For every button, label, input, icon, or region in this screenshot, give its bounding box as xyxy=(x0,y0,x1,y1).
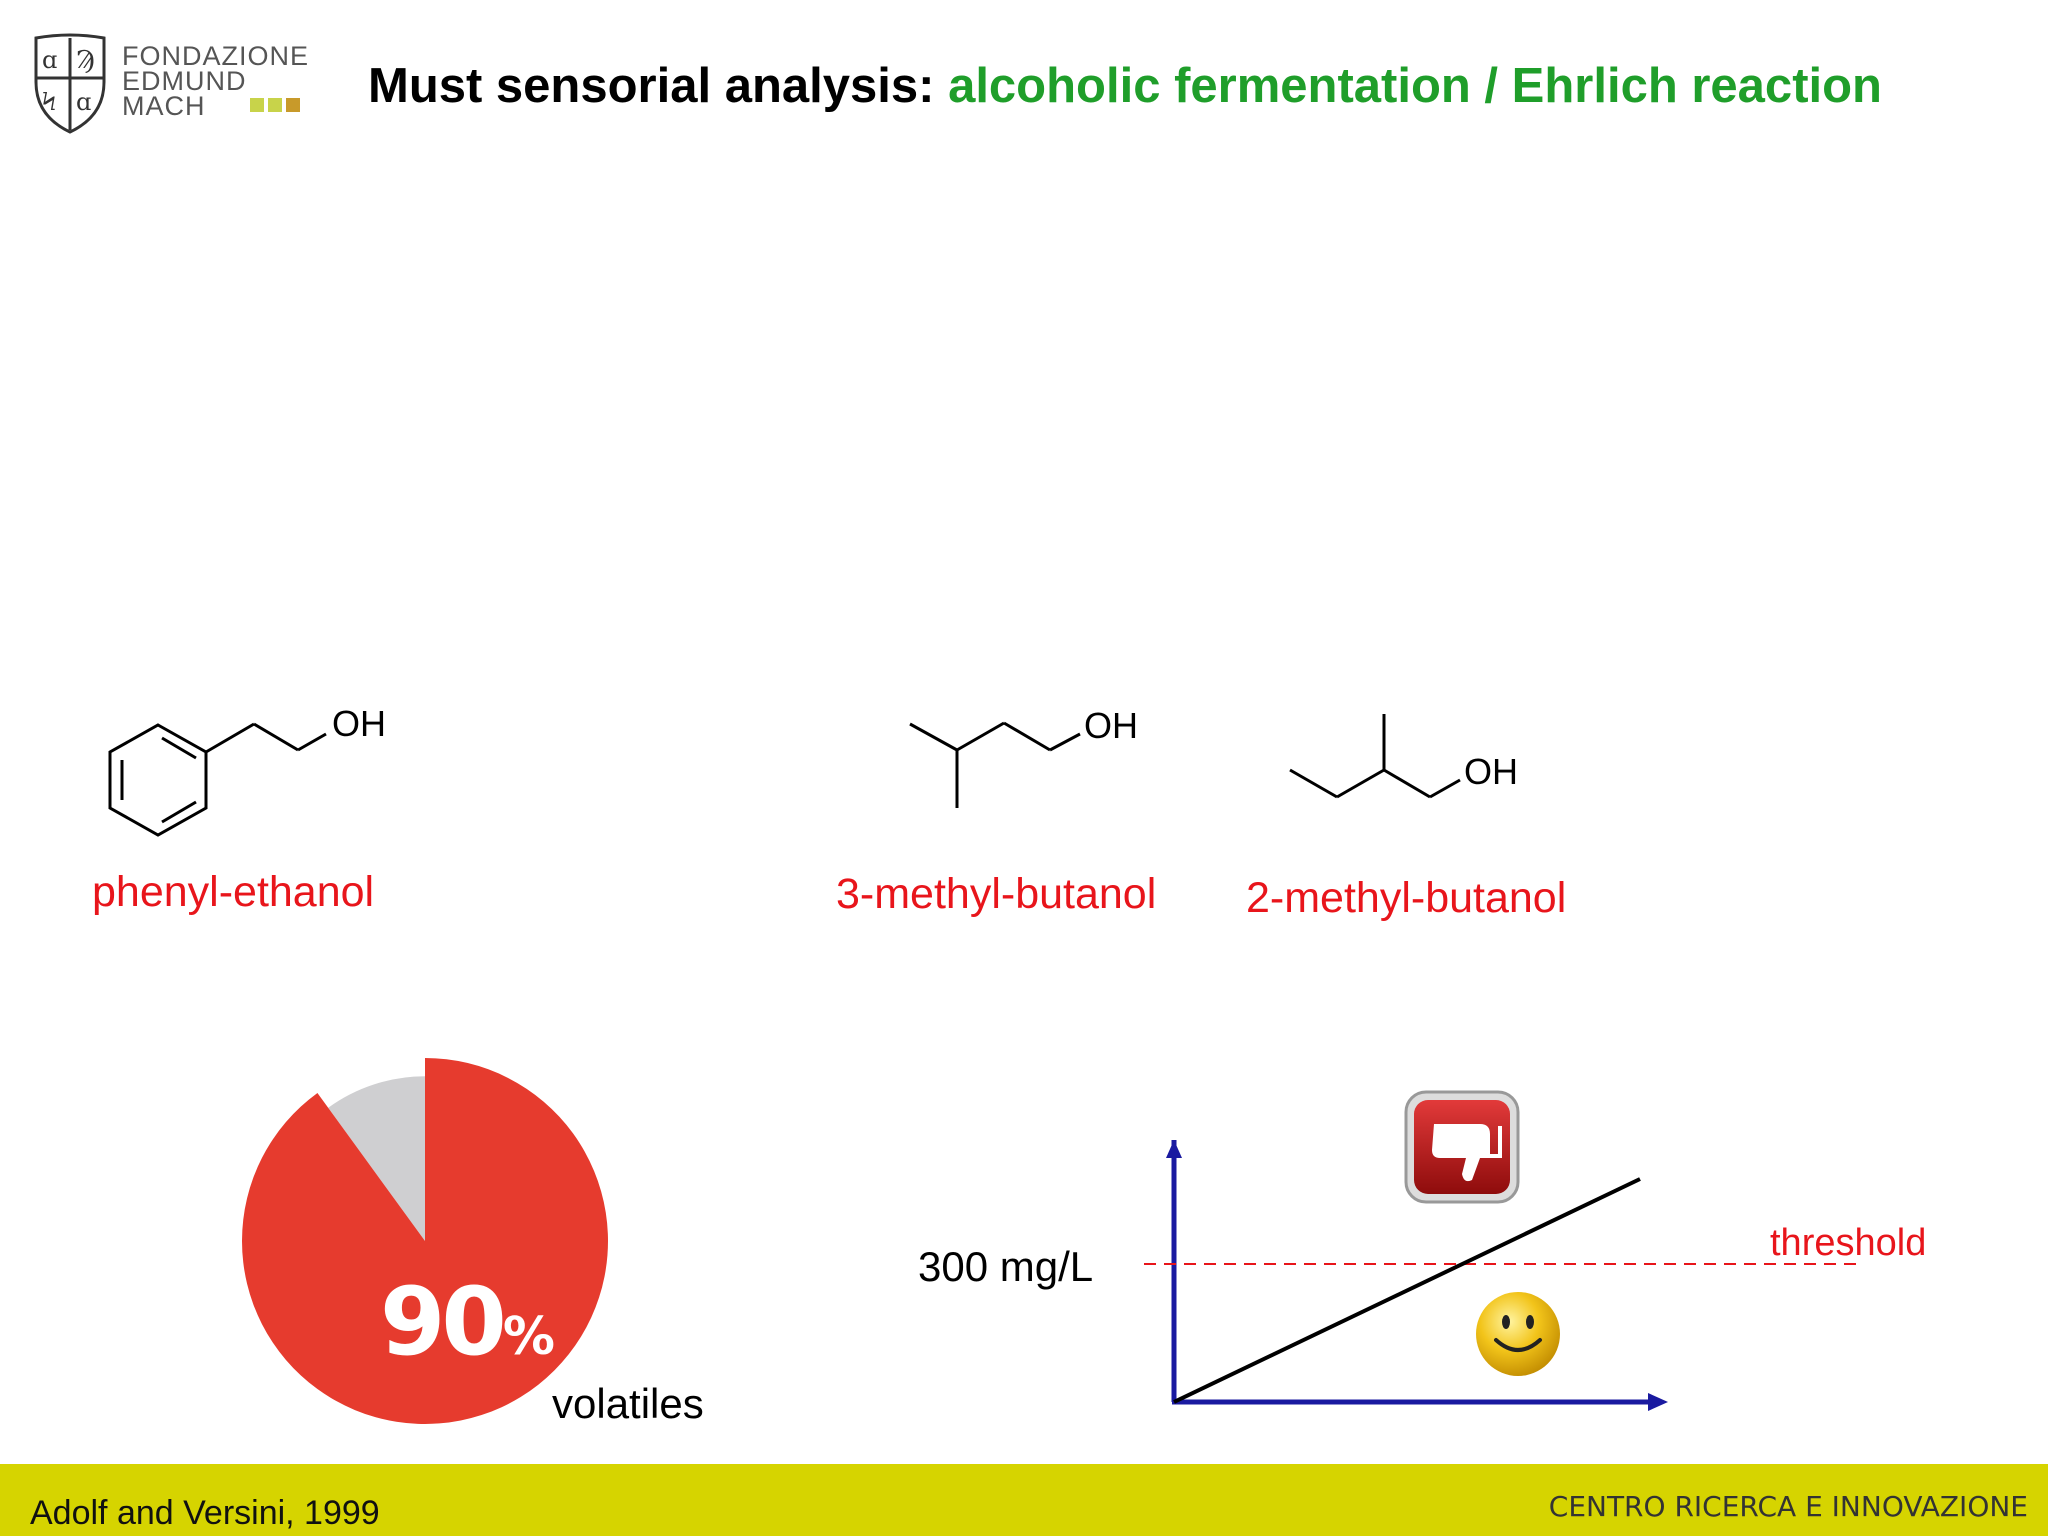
pie-value-number: 90 xyxy=(380,1268,507,1377)
threshold-value-label: 300 mg/L xyxy=(918,1243,1094,1290)
3-methyl-butanol-structure: OH xyxy=(909,705,1138,808)
2-methyl-butanol-structure: OH xyxy=(1289,714,1518,799)
trend-line xyxy=(1173,1177,1641,1404)
title-prefix: Must sensorial analysis: xyxy=(368,59,949,113)
x-axis-arrow xyxy=(1648,1393,1668,1411)
page-title: Must sensorial analysis: alcoholic ferme… xyxy=(368,58,1882,114)
logo-line: FONDAZIONE xyxy=(122,41,310,71)
logo-line: MACH xyxy=(122,91,206,121)
pie-value: 90% xyxy=(380,1268,555,1377)
footer-bar xyxy=(0,1464,2048,1536)
fem-logo: ɑ Ϡ Ϟ ɑ xyxy=(34,33,300,134)
svg-text:Ϟ: Ϟ xyxy=(42,88,56,116)
pie-value-unit: % xyxy=(502,1307,555,1367)
crest-icon: ɑ Ϡ Ϟ ɑ xyxy=(34,33,106,134)
thumbs-down-icon xyxy=(1404,1090,1520,1204)
hydroxyl-label: OH xyxy=(1084,705,1138,746)
threshold-label: threshold xyxy=(1770,1222,1927,1264)
volatiles-pie-chart xyxy=(241,1058,608,1424)
molecule-name: 3-methyl-butanol xyxy=(836,870,1157,918)
svg-text:ɑ: ɑ xyxy=(76,88,91,116)
pie-slice-rest xyxy=(328,1076,425,1241)
molecule-name: phenyl-ethanol xyxy=(92,868,375,916)
pie-caption: volatiles xyxy=(552,1380,704,1427)
organization-name: CENTRO RICERCA E INNOVAZIONE xyxy=(1548,1490,2028,1523)
threshold-chart xyxy=(1144,1140,1864,1411)
molecule-name: 2-methyl-butanol xyxy=(1246,874,1567,922)
hydroxyl-label: OH xyxy=(332,703,386,744)
pie-slice-main xyxy=(241,1058,608,1424)
logo-wordmark: FONDAZIONE EDMUND MACH xyxy=(122,41,310,121)
svg-text:ɑ: ɑ xyxy=(42,46,57,74)
hydroxyl-label: OH xyxy=(1464,751,1518,792)
svg-text:Ϡ: Ϡ xyxy=(76,46,95,74)
logo-line: EDMUND xyxy=(122,66,247,96)
phenyl-ethanol-structure: OH xyxy=(108,703,386,837)
y-axis-arrow xyxy=(1166,1140,1182,1158)
title-accent: alcoholic fermentation / Ehrlich reactio… xyxy=(948,59,1882,113)
smiley-icon xyxy=(1476,1292,1560,1376)
citation: Adolf and Versini, 1999 xyxy=(30,1494,380,1532)
